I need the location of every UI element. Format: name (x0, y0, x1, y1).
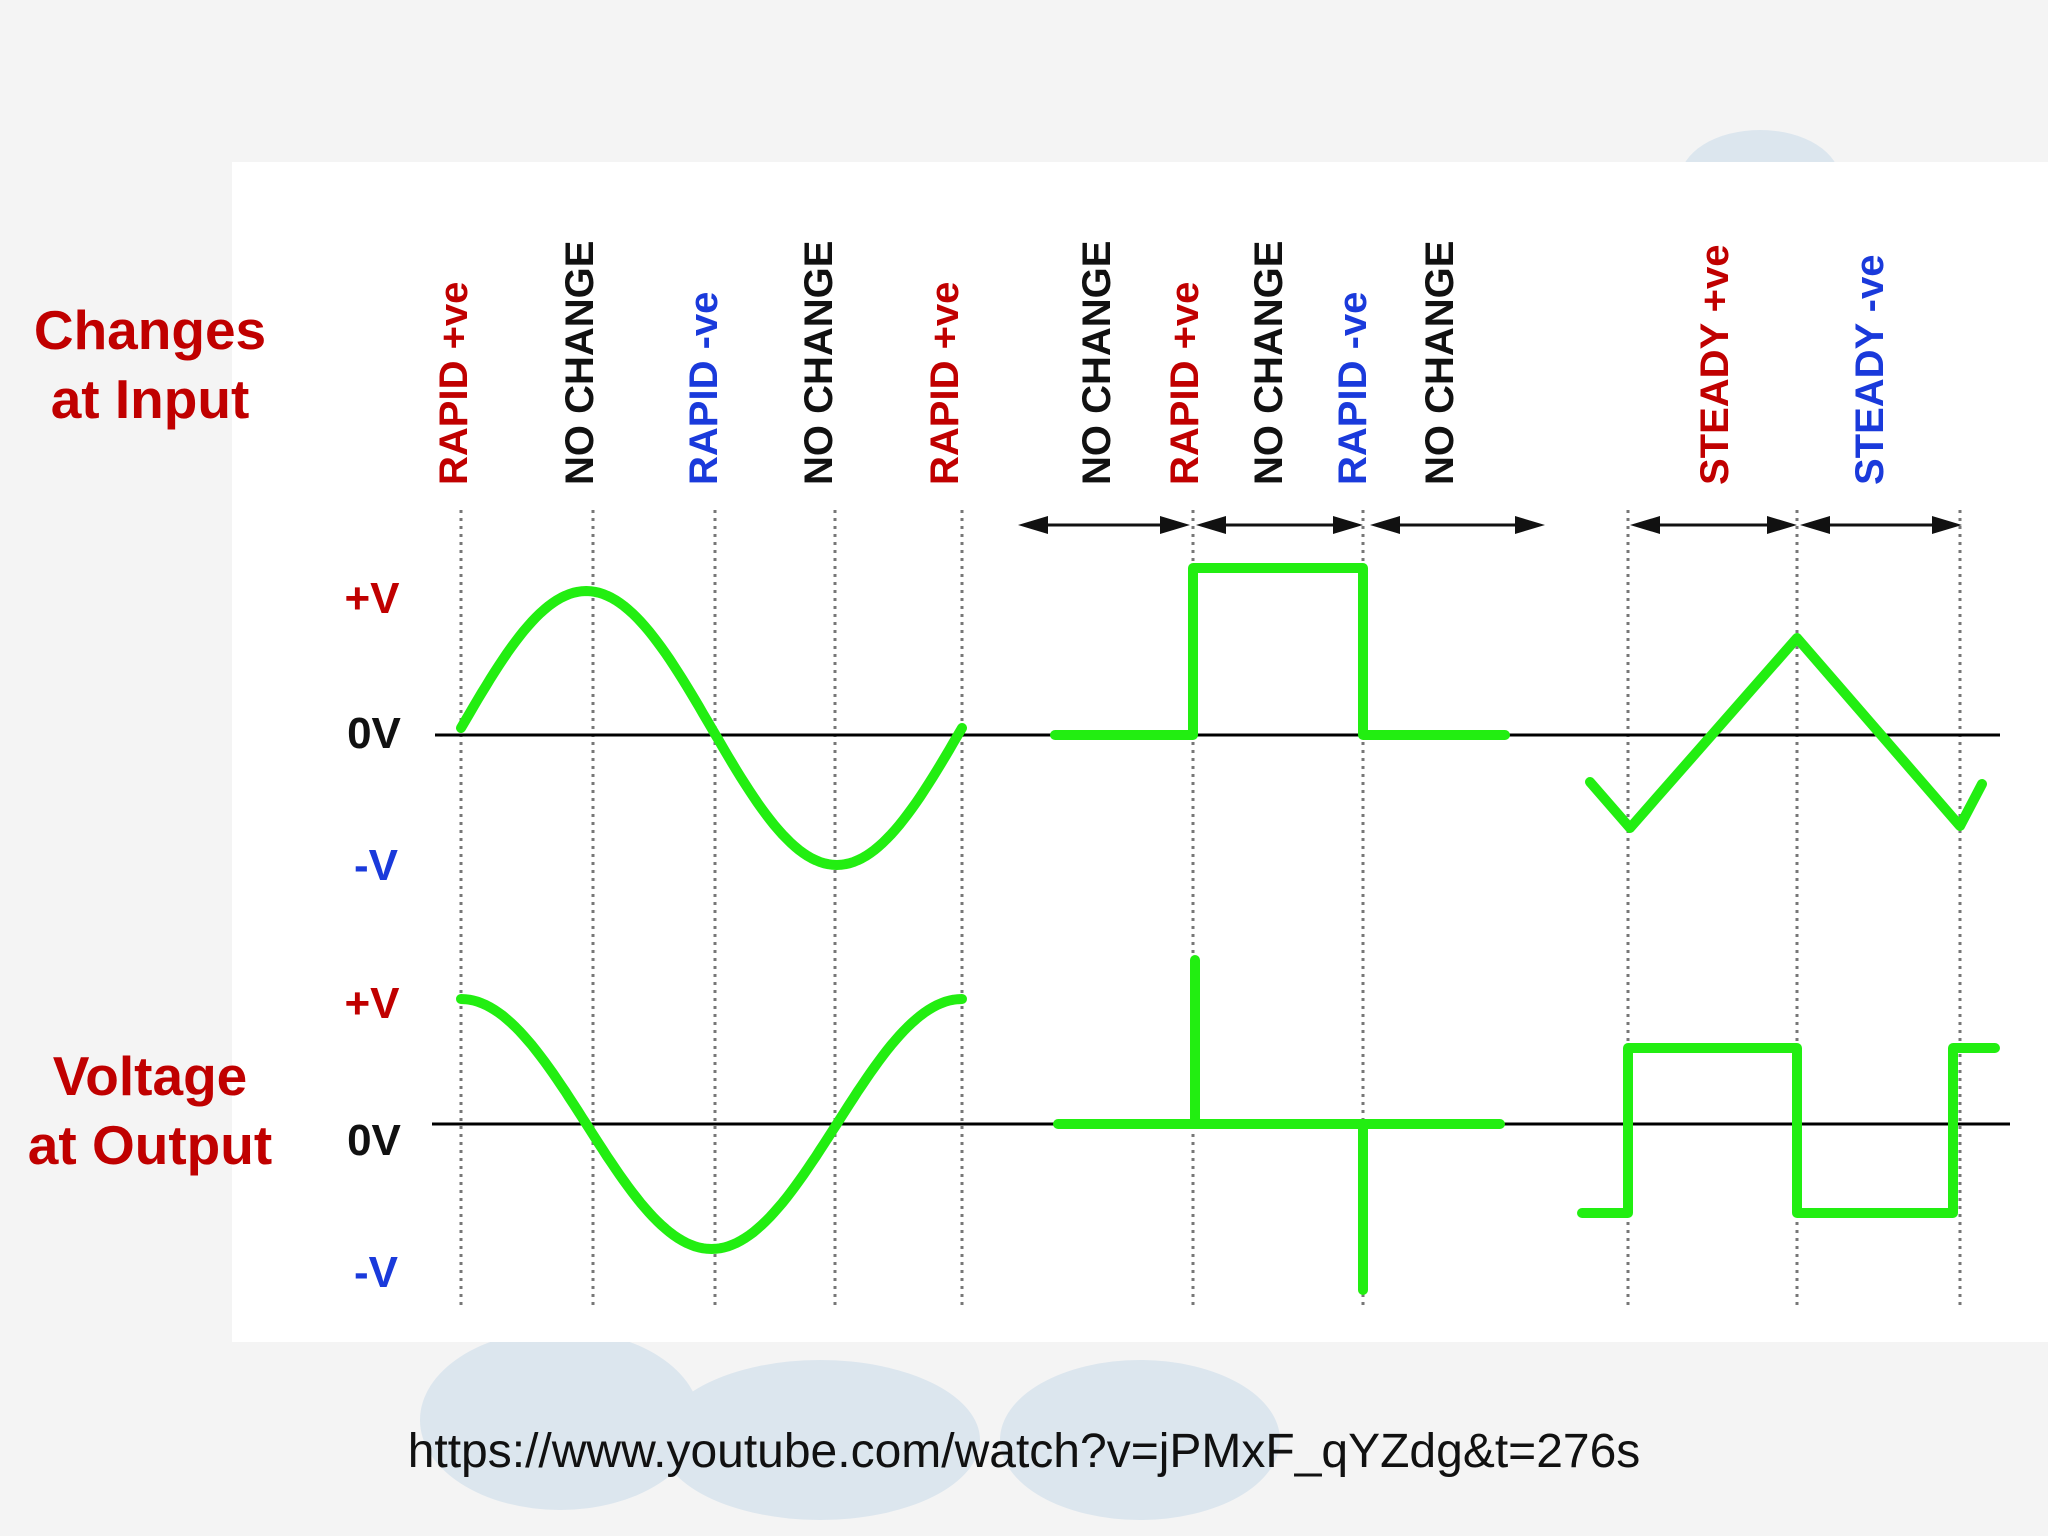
arrow-head-right (1767, 516, 1797, 534)
differentiator-waveform-diagram: +V 0V -V +V 0V -V RAPID +ve NO CHANGE RAPID -ve… (344, 241, 2010, 1310)
output-plus-v-label: +V (344, 979, 400, 1028)
column-label-3: RAPID -ve (682, 292, 726, 485)
arrow-head-left (1800, 516, 1830, 534)
interval-arrow-5 (1800, 516, 1962, 534)
output-square-trace (1577, 1043, 2000, 1218)
input-triangle-trace (1585, 633, 1987, 833)
output-minus-v-label: -V (354, 1248, 399, 1297)
input-row-label-line2: at Input (50, 368, 250, 431)
column-label-10: NO CHANGE (1418, 241, 1462, 485)
arrow-head-left (1196, 516, 1226, 534)
output-row-label: Voltage at Output (0, 1042, 300, 1181)
arrow-head-left (1370, 516, 1400, 534)
input-row-label: Changes at Input (0, 296, 300, 435)
column-label-9: RAPID -ve (1331, 292, 1375, 485)
input-row-label-line1: Changes (33, 299, 267, 361)
column-label-4: NO CHANGE (797, 241, 841, 485)
output-cosine-trace (456, 994, 967, 1254)
input-plus-v-label: +V (344, 574, 400, 623)
source-url: https://www.youtube.com/watch?v=jPMxF_qY… (407, 1425, 1641, 1478)
arrow-head-right (1932, 516, 1962, 534)
input-zero-v-label: 0V (347, 709, 401, 758)
output-row-label-line1: Voltage (52, 1045, 248, 1107)
output-row-label-line2: at Output (27, 1114, 273, 1177)
column-label-6: NO CHANGE (1075, 241, 1119, 485)
arrow-head-right (1515, 516, 1545, 534)
interval-arrow-2 (1196, 516, 1363, 534)
interval-arrow-3 (1370, 516, 1545, 534)
interval-arrow-1 (1018, 516, 1190, 534)
output-zero-v-label: 0V (347, 1116, 401, 1165)
arrow-head-right (1333, 516, 1363, 534)
interval-arrow-4 (1630, 516, 1797, 534)
column-label-12: STEADY -ve (1848, 255, 1892, 485)
arrow-head-left (1018, 516, 1048, 534)
input-sine-trace (456, 586, 967, 870)
input-pulse-trace (1050, 563, 1510, 740)
arrow-head-right (1160, 516, 1190, 534)
column-label-11: STEADY +ve (1693, 245, 1737, 486)
column-label-8: NO CHANGE (1247, 241, 1291, 485)
column-label-7: RAPID +ve (1163, 282, 1207, 485)
arrow-head-left (1630, 516, 1660, 534)
column-label-2: NO CHANGE (558, 241, 602, 485)
input-minus-v-label: -V (354, 841, 399, 890)
column-label-1: RAPID +ve (432, 282, 476, 485)
diagram-panel: +V 0V -V +V 0V -V RAPID +ve NO CHANGE RAPID -ve… (28, 162, 2048, 1342)
column-label-5: RAPID +ve (923, 282, 967, 485)
